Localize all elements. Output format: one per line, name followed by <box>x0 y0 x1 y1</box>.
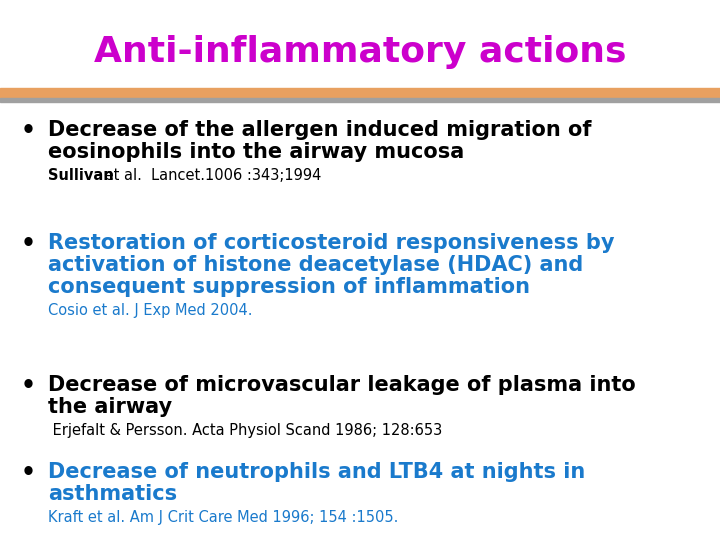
Bar <box>0 98 720 102</box>
Text: consequent suppression of inflammation: consequent suppression of inflammation <box>48 277 530 297</box>
Text: Kraft et al. Am J Crit Care Med 1996; 154 :1505.: Kraft et al. Am J Crit Care Med 1996; 15… <box>48 510 398 525</box>
Text: Decrease of microvascular leakage of plasma into: Decrease of microvascular leakage of pla… <box>48 375 636 395</box>
Text: Cosio et al. J Exp Med 2004.: Cosio et al. J Exp Med 2004. <box>48 303 253 318</box>
Text: asthmatics: asthmatics <box>48 484 177 504</box>
Text: activation of histone deacetylase (HDAC) and: activation of histone deacetylase (HDAC)… <box>48 255 583 275</box>
Text: •: • <box>20 232 35 256</box>
Text: •: • <box>20 119 35 143</box>
Text: Erjefalt & Persson. Acta Physiol Scand 1986; 128:653: Erjefalt & Persson. Acta Physiol Scand 1… <box>48 423 442 438</box>
Text: •: • <box>20 374 35 398</box>
Text: et al.  Lancet.1006 :343;1994: et al. Lancet.1006 :343;1994 <box>100 168 321 183</box>
Text: Sullivan: Sullivan <box>48 168 114 183</box>
Text: Anti-inflammatory actions: Anti-inflammatory actions <box>94 35 626 69</box>
Text: Decrease of neutrophils and LTB4 at nights in: Decrease of neutrophils and LTB4 at nigh… <box>48 462 585 482</box>
Text: eosinophils into the airway mucosa: eosinophils into the airway mucosa <box>48 142 464 162</box>
Text: Restoration of corticosteroid responsiveness by: Restoration of corticosteroid responsive… <box>48 233 614 253</box>
Bar <box>0 88 720 98</box>
Text: the airway: the airway <box>48 397 172 417</box>
Text: Decrease of the allergen induced migration of: Decrease of the allergen induced migrati… <box>48 120 592 140</box>
Text: •: • <box>20 461 35 485</box>
